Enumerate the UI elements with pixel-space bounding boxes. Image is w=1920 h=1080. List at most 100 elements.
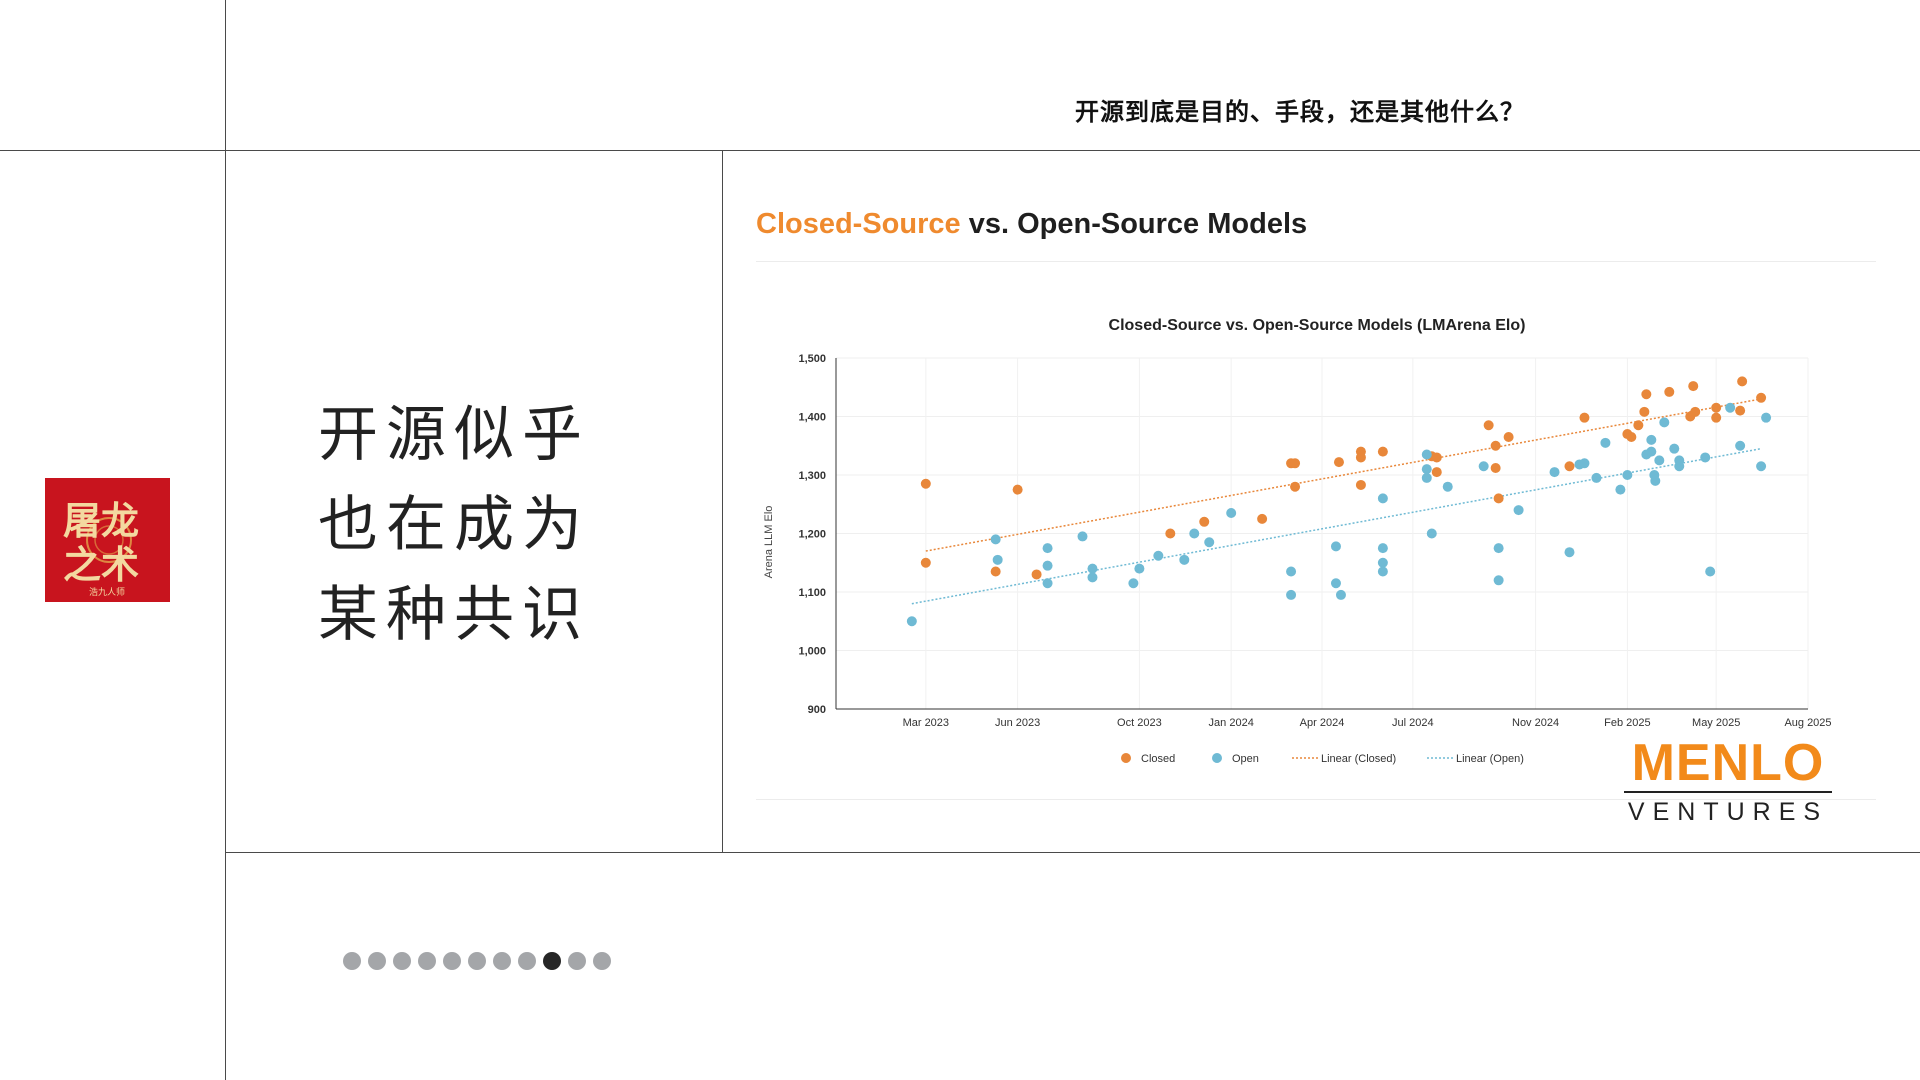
pager-dot[interactable] [468, 952, 486, 970]
x-tick-label: Nov 2024 [1512, 717, 1559, 729]
data-point [1490, 462, 1501, 473]
frame-line-top [0, 150, 1920, 151]
y-tick-label: 1,500 [798, 353, 826, 365]
data-point [1426, 528, 1437, 539]
data-point [1622, 470, 1633, 480]
pager-dot[interactable] [343, 952, 361, 970]
x-tick-label: Apr 2024 [1300, 717, 1345, 729]
frame-line-bottom [225, 852, 1920, 853]
legend-label: Closed [1141, 753, 1175, 765]
data-point [1564, 461, 1575, 472]
card-heading-rest: vs. Open-Source Models [960, 208, 1308, 240]
data-point [1431, 467, 1442, 478]
data-point [1725, 402, 1736, 413]
slide-body-text: 开源似乎 也在成为 某种共识 [318, 390, 638, 660]
data-point [1335, 589, 1346, 600]
data-point [990, 534, 1001, 545]
data-point [1377, 493, 1388, 504]
x-tick-label: Aug 2025 [1784, 717, 1831, 729]
slide-text-line-3: 某种共识 [318, 580, 590, 650]
data-point [1012, 484, 1023, 495]
data-point [1513, 505, 1524, 516]
data-point [1633, 420, 1644, 431]
y-tick-label: 1,300 [798, 470, 826, 482]
card-divider-top [756, 261, 1876, 262]
data-point [992, 554, 1003, 565]
brand-sub: VENTURES [1624, 791, 1832, 827]
data-point [1650, 475, 1661, 486]
data-point [1330, 541, 1341, 552]
y-tick-label: 1,000 [798, 646, 826, 658]
data-point [1333, 457, 1344, 468]
pager-dot[interactable] [568, 952, 586, 970]
data-point [1483, 420, 1494, 431]
pager-dot[interactable] [518, 952, 536, 970]
data-point [1421, 472, 1432, 483]
data-point [1669, 443, 1680, 454]
y-tick-label: 1,400 [798, 412, 826, 424]
frame-line-left [225, 0, 226, 1080]
data-point [1286, 566, 1297, 577]
data-point [1421, 464, 1432, 475]
seal-logo: 屠龙 之术 浩九人师 [45, 478, 170, 602]
data-point [1735, 405, 1746, 416]
legend-label: Open [1232, 753, 1259, 765]
data-point [1226, 508, 1237, 519]
data-point [1761, 412, 1772, 423]
data-point [1705, 566, 1716, 577]
legend: Closed Open Linear (Closed) Linear (Open) [1121, 753, 1524, 765]
data-point [1646, 434, 1657, 445]
data-point [1286, 589, 1297, 600]
data-point [1077, 531, 1088, 542]
data-point [1377, 446, 1388, 457]
data-point [1564, 547, 1575, 558]
data-point [1179, 554, 1190, 565]
card-heading: Closed-Source vs. Open-Source Models [756, 208, 1307, 241]
slide-header-title: 开源到底是目的、手段，还是其他什么？ [1075, 98, 1525, 126]
x-tick-label: Jul 2024 [1392, 717, 1434, 729]
card-divider-bottom [756, 799, 1876, 800]
x-tick-label: Jan 2024 [1209, 717, 1254, 729]
pager-dot[interactable] [593, 952, 611, 970]
pager-dot[interactable] [418, 952, 436, 970]
pager-dot[interactable] [393, 952, 411, 970]
logo-line-1: 屠龙 [63, 499, 139, 543]
data-point [1549, 467, 1560, 478]
data-point [1355, 479, 1366, 490]
pager-dot[interactable] [493, 952, 511, 970]
y-tick-label: 1,200 [798, 529, 826, 541]
data-point [1330, 578, 1341, 589]
data-point [1290, 481, 1301, 492]
legend-label: Linear (Closed) [1321, 753, 1396, 765]
scatter-chart: Closed-Source vs. Open-Source Models (LM… [763, 317, 1832, 765]
data-point [1700, 452, 1711, 463]
data-point [1042, 578, 1053, 589]
frame-line-middle [722, 150, 723, 852]
card-heading-accent: Closed-Source [756, 208, 961, 240]
data-point [1646, 446, 1657, 457]
slide-text-line-1: 开源似乎 [318, 400, 590, 470]
data-point [1290, 458, 1301, 469]
y-tick-label: 900 [808, 704, 826, 716]
data-point [1442, 481, 1453, 492]
data-point [1377, 566, 1388, 577]
pager-dot[interactable] [368, 952, 386, 970]
x-tick-label: Jun 2023 [995, 717, 1040, 729]
data-point [1165, 528, 1176, 539]
pager-dot[interactable] [443, 952, 461, 970]
data-point [1579, 412, 1590, 423]
data-point [1639, 406, 1650, 417]
data-point [1377, 557, 1388, 568]
data-point [1042, 560, 1053, 571]
data-point [1493, 543, 1504, 554]
data-point [1355, 452, 1366, 463]
data-point [1204, 537, 1215, 548]
data-point [1674, 461, 1685, 472]
data-point [1756, 392, 1767, 403]
data-point [1042, 543, 1053, 554]
pager-dot[interactable] [543, 952, 561, 970]
data-point [1690, 406, 1701, 417]
data-point [1087, 563, 1098, 574]
slide-text-line-2: 也在成为 [318, 490, 590, 560]
data-point [1431, 452, 1442, 463]
